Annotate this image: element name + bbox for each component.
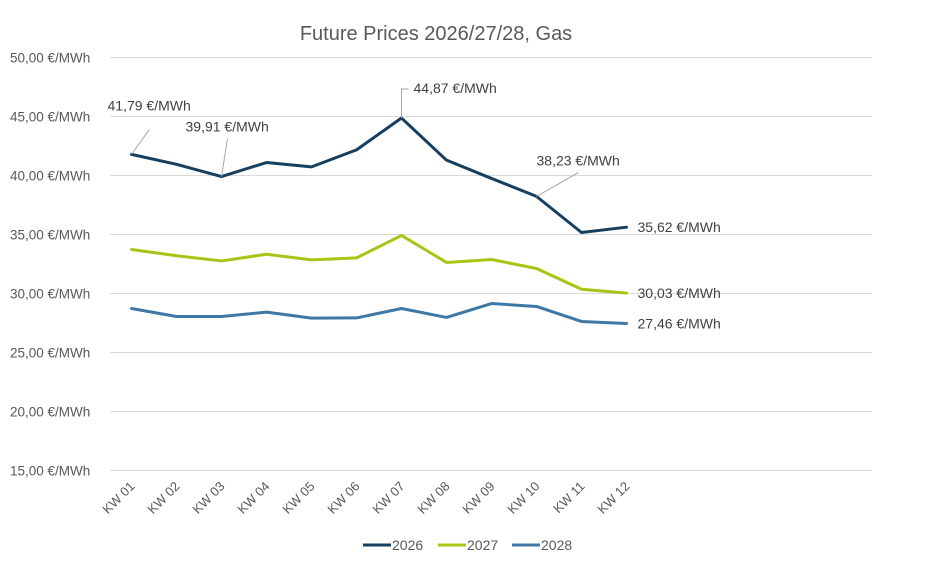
legend-item-2028[interactable]: 2028 [512,537,572,553]
y-tick-label: 45,00 €/MWh [10,110,90,125]
legend-item-2027[interactable]: 2027 [438,537,498,553]
data-label: 44,87 €/MWh [414,80,497,96]
x-tick-label: KW 07 [369,479,407,517]
data-label: 35,62 €/MWh [638,219,721,235]
y-tick-label: 50,00 €/MWh [10,51,90,66]
x-tick-label: KW 09 [459,479,497,517]
data-label: 39,91 €/MWh [186,119,269,135]
x-tick-label: KW 06 [324,479,362,517]
series-line-2027 [130,233,628,295]
legend-label: 2027 [467,537,498,553]
data-label: 27,46 €/MWh [638,315,721,331]
x-tick-label: KW 05 [279,479,317,517]
y-tick-label: 30,00 €/MWh [10,287,90,302]
legend-label: 2026 [392,537,423,553]
series-lines [130,116,628,325]
leader-line [131,129,150,155]
x-tick-label: KW 08 [414,479,452,517]
series-line-2026 [130,116,628,234]
x-tick-label: KW 11 [550,479,588,517]
x-tick-label: KW 03 [189,479,227,517]
legend: 2026 2027 2028 [363,537,572,553]
x-tick-label: KW 12 [594,479,632,517]
data-label: 30,03 €/MWh [638,285,721,301]
x-tick-label: KW 10 [504,479,542,517]
y-tick-label: 35,00 €/MWh [10,228,90,243]
leader-line [401,88,409,119]
y-tick-label: 15,00 €/MWh [10,464,90,479]
leader-line [536,171,579,197]
series-line-2028 [130,302,628,325]
x-axis-ticks: KW 01 KW 02 KW 03 KW 04 KW 05 KW 06 KW 07 KW 08… [99,479,632,517]
gridlines [110,57,872,471]
x-tick-label: KW 02 [144,479,182,517]
leader-line [221,138,228,177]
data-label: 41,79 €/MWh [108,97,191,113]
x-tick-label: KW 01 [99,479,137,517]
chart-title: Future Prices 2026/27/28, Gas [300,23,572,45]
data-label: 38,23 €/MWh [537,152,620,168]
legend-label: 2028 [541,537,572,553]
legend-item-2026[interactable]: 2026 [363,537,423,553]
y-axis-ticks: 15,00 €/MWh 20,00 €/MWh 25,00 €/MWh 30,00 €… [10,51,90,479]
data-labels: 41,79 €/MWh 39,91 €/MWh 44,87 €/MWh 38,23 €… [108,80,721,331]
y-tick-label: 40,00 €/MWh [10,169,90,184]
x-tick-label: KW 04 [234,479,272,517]
y-tick-label: 20,00 €/MWh [10,405,90,420]
y-tick-label: 25,00 €/MWh [10,346,90,361]
